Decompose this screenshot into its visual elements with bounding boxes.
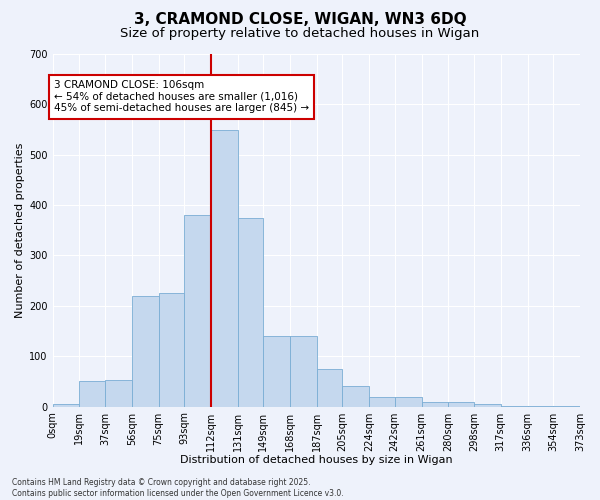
Text: Contains HM Land Registry data © Crown copyright and database right 2025.
Contai: Contains HM Land Registry data © Crown c… — [12, 478, 344, 498]
Bar — [395, 396, 422, 406]
Bar — [343, 386, 369, 406]
Bar — [53, 404, 79, 406]
Y-axis label: Number of detached properties: Number of detached properties — [15, 142, 25, 318]
Bar — [369, 396, 395, 406]
Bar — [158, 294, 184, 406]
Text: Size of property relative to detached houses in Wigan: Size of property relative to detached ho… — [121, 28, 479, 40]
Bar — [263, 336, 290, 406]
Text: 3 CRAMOND CLOSE: 106sqm
← 54% of detached houses are smaller (1,016)
45% of semi: 3 CRAMOND CLOSE: 106sqm ← 54% of detache… — [54, 80, 309, 114]
Bar — [317, 369, 343, 406]
Bar — [79, 382, 105, 406]
Bar — [422, 402, 448, 406]
Bar — [290, 336, 317, 406]
Bar — [238, 218, 263, 406]
Bar — [184, 215, 211, 406]
Title: 3, CRAMOND CLOSE, WIGAN, WN3 6DQ
Size of property relative to detached houses in: 3, CRAMOND CLOSE, WIGAN, WN3 6DQ Size of… — [0, 499, 1, 500]
Bar — [474, 404, 501, 406]
Bar — [211, 130, 238, 406]
Bar — [105, 380, 132, 406]
X-axis label: Distribution of detached houses by size in Wigan: Distribution of detached houses by size … — [180, 455, 452, 465]
Bar — [132, 296, 158, 406]
Text: 3, CRAMOND CLOSE, WIGAN, WN3 6DQ: 3, CRAMOND CLOSE, WIGAN, WN3 6DQ — [134, 12, 466, 28]
Bar — [448, 402, 474, 406]
